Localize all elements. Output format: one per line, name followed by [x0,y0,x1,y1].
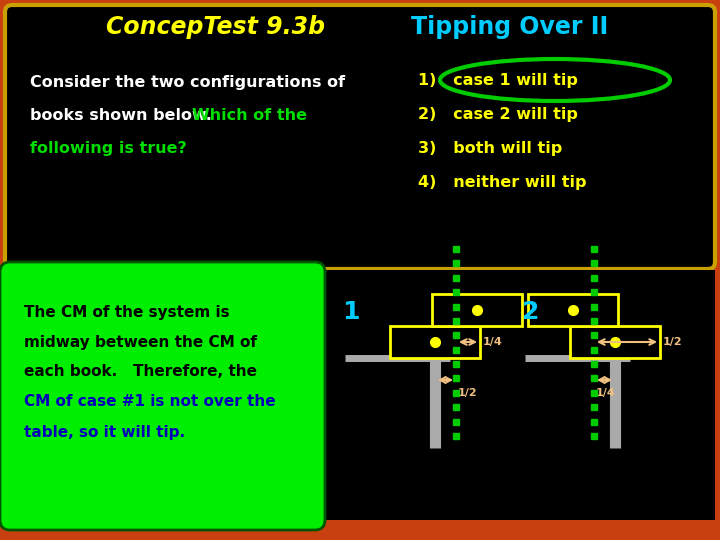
Text: each book.   Therefore, the: each book. Therefore, the [24,364,257,380]
Bar [432,294,522,326]
Text: 4)   neither will tip: 4) neither will tip [418,176,587,191]
Text: 1)   case 1 will tip: 1) case 1 will tip [418,72,578,87]
Text: midway between the CM of: midway between the CM of [24,334,257,349]
Text: ConcepTest 9.3b: ConcepTest 9.3b [106,15,325,39]
Text: Which of the: Which of the [192,107,307,123]
Text: The CM of the system is: The CM of the system is [24,305,230,320]
Text: Tipping Over II: Tipping Over II [411,15,608,39]
Bar [570,326,660,358]
Text: 1/4: 1/4 [596,388,616,398]
FancyBboxPatch shape [0,262,325,530]
Bar [390,326,480,358]
Bar [528,294,618,326]
Text: 1/4: 1/4 [483,337,503,347]
Text: 2)   case 2 will tip: 2) case 2 will tip [418,107,578,123]
Text: 1: 1 [342,300,359,324]
Text: CM of case #1 is not over the: CM of case #1 is not over the [24,395,276,409]
Text: books shown below.: books shown below. [30,107,223,123]
Text: 1/2: 1/2 [458,388,477,398]
FancyBboxPatch shape [5,5,715,269]
Bar [325,270,715,520]
Text: following is true?: following is true? [30,140,186,156]
Text: 1/2: 1/2 [663,337,683,347]
Text: 3)   both will tip: 3) both will tip [418,140,562,156]
Text: Consider the two configurations of: Consider the two configurations of [30,75,345,90]
Text: 2: 2 [522,300,539,324]
Text: table, so it will tip.: table, so it will tip. [24,424,185,440]
